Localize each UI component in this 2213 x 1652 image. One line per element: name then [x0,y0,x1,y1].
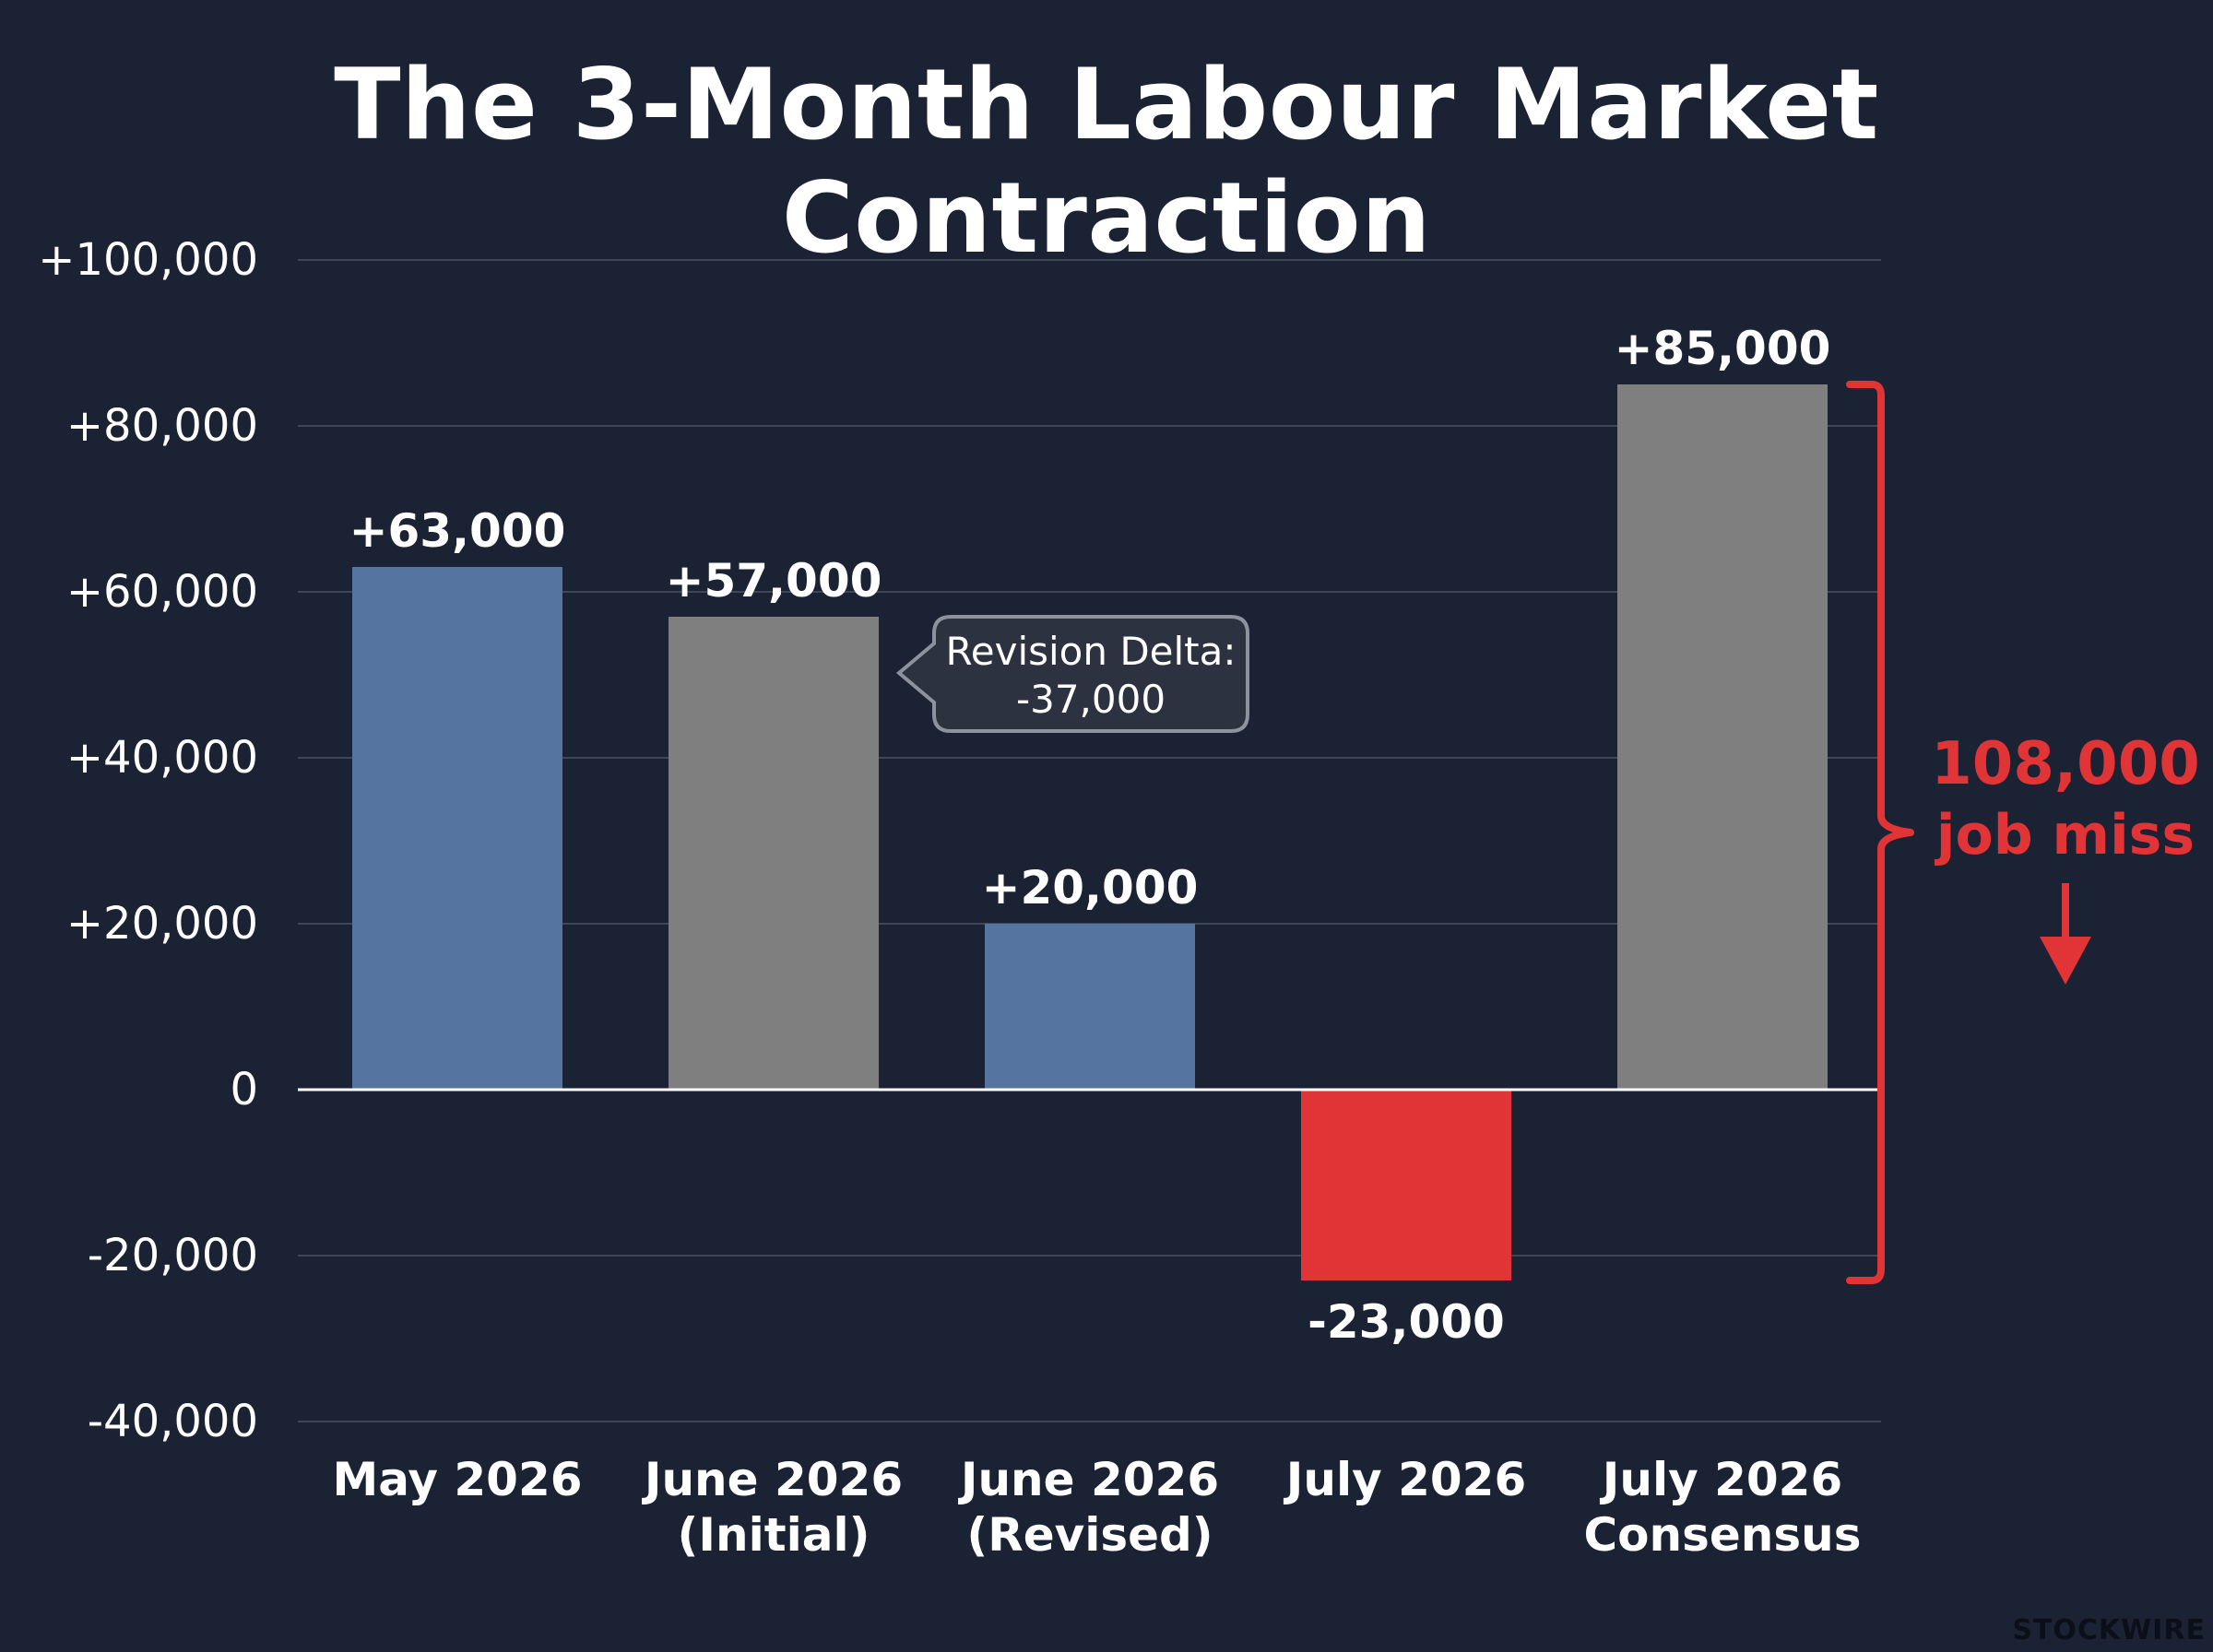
bar-value-label: +85,000 [1615,322,1831,375]
x-tick-label: (Initial) [678,1508,870,1562]
value-labels: +63,000 +57,000 +20,000 -23,000 +85,000 [349,322,1831,1349]
y-tick-label: 0 [230,1064,258,1115]
revision-callout: Revision Delta:-37,000 [895,615,1249,733]
chart-title: The 3-Month Labour Market Contraction [334,48,1879,275]
y-axis-ticks: +100,000 +80,000 +60,000 +40,000 +20,000 0 -20… [38,234,258,1447]
bar-value-label: +57,000 [666,554,882,608]
bar-value-label: +63,000 [349,504,566,558]
bar [1301,1090,1511,1280]
y-tick-label: +100,000 [38,234,258,286]
y-tick-label: -20,000 [88,1230,258,1281]
bar-value-label: +20,000 [982,861,1199,914]
y-tick-label: -40,000 [88,1396,258,1447]
bar [985,924,1195,1090]
bar [1617,384,1828,1090]
x-tick-label: June 2026 [642,1453,903,1506]
x-tick-label: June 2026 [958,1453,1219,1506]
x-tick-label: Consensus [1583,1508,1861,1562]
y-tick-label: +80,000 [66,400,258,452]
job-miss-value: 108,000 [1931,730,2200,798]
down-arrow-icon [2040,937,2091,985]
x-tick-label: May 2026 [332,1453,582,1506]
bar [352,567,562,1090]
y-tick-label: +40,000 [66,732,258,784]
y-tick-label: +20,000 [66,898,258,950]
bar [669,617,879,1090]
callout-text: -37,000 [1016,677,1166,722]
bars [352,384,1828,1280]
x-tick-label: (Revised) [966,1508,1213,1562]
watermark-logo: STOCKWIRE [2012,1614,2206,1646]
bar-value-label: -23,000 [1308,1295,1505,1349]
bracket [1846,381,1914,1284]
callout-box [895,615,1249,733]
callout-text: Revision Delta: [945,629,1236,674]
job-miss-caption: job miss [1935,803,2195,867]
x-axis-labels: May 2026 June 2026(Initial)June 2026(Revi… [332,1453,1861,1562]
y-tick-label: +60,000 [66,566,258,618]
x-tick-label: July 2026 [1284,1453,1527,1506]
x-tick-label: July 2026 [1600,1453,1843,1506]
